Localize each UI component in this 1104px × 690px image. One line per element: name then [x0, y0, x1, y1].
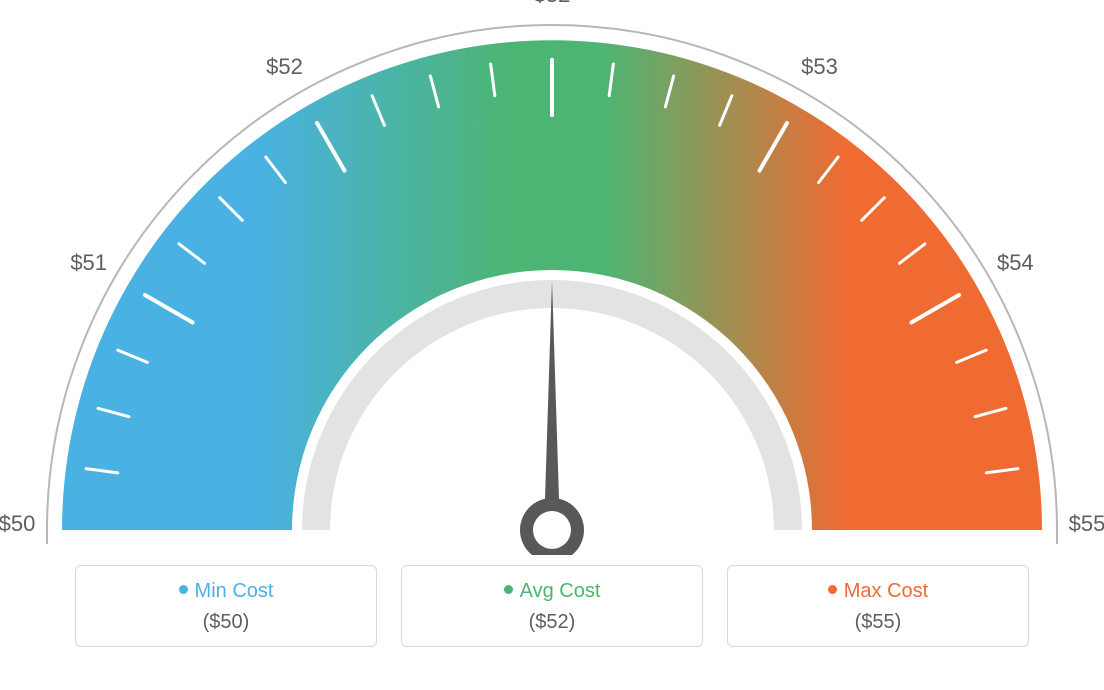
legend-card-max: Max Cost ($55)	[727, 565, 1029, 647]
gauge-tick-label: $52	[534, 0, 571, 8]
legend-min-value: ($50)	[76, 611, 376, 634]
dot-icon	[179, 585, 188, 594]
dot-icon	[828, 585, 837, 594]
legend-min-label: Min Cost	[195, 580, 274, 602]
gauge-tick-label: $54	[997, 250, 1034, 276]
legend-min-title: Min Cost	[76, 580, 376, 603]
dot-icon	[504, 585, 513, 594]
legend-max-title: Max Cost	[728, 580, 1028, 603]
legend-avg-value: ($52)	[402, 611, 702, 634]
gauge-tick-label: $55	[1069, 511, 1104, 537]
legend-max-value: ($55)	[728, 611, 1028, 634]
gauge-svg	[0, 0, 1104, 555]
legend-row: Min Cost ($50) Avg Cost ($52) Max Cost (…	[0, 565, 1104, 647]
legend-avg-title: Avg Cost	[402, 580, 702, 603]
legend-avg-label: Avg Cost	[520, 580, 601, 602]
legend-max-label: Max Cost	[844, 580, 928, 602]
gauge-tick-label: $50	[0, 511, 35, 537]
gauge-tick-label: $51	[70, 250, 107, 276]
gauge-tick-label: $53	[801, 54, 838, 80]
gauge-tick-label: $52	[266, 54, 303, 80]
legend-card-min: Min Cost ($50)	[75, 565, 377, 647]
cost-gauge: $50 $51 $52 $52 $53 $54 $55	[0, 0, 1104, 555]
legend-card-avg: Avg Cost ($52)	[401, 565, 703, 647]
